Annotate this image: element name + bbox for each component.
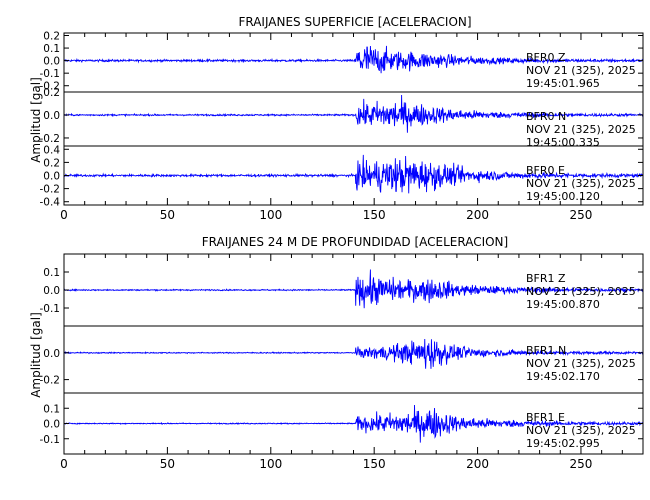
station-component-label: BFR0 E: [526, 164, 565, 177]
time-label: 19:45:00.120: [526, 190, 600, 203]
y-tick-label: 0.4: [43, 144, 60, 156]
station-component-label: BFR0 Z: [526, 51, 566, 64]
top-y-axis-label: Amplitud [gal]: [29, 77, 43, 163]
time-label: 19:45:00.335: [526, 136, 600, 149]
x-tick-label: 250: [570, 457, 593, 471]
y-tick-label: -0.2: [40, 184, 61, 196]
y-tick-label: -0.1: [40, 434, 61, 446]
station-component-label: BFR1 N: [526, 344, 566, 357]
x-tick-label: 150: [363, 457, 386, 471]
waveform-c0-bfr0-e: [63, 154, 644, 194]
waveform-c1-bfr1-e: [63, 404, 644, 443]
y-tick-label: 0.0: [43, 419, 60, 431]
date-label: NOV 21 (325), 2025: [526, 357, 636, 370]
x-tick-label: 50: [160, 457, 175, 471]
waveform-c1-bfr1-z: [63, 269, 644, 309]
y-tick-label: 0.1: [43, 267, 60, 279]
y-tick-label: -0.4: [40, 197, 61, 209]
bottom-chart-title: FRAIJANES 24 M DE PROFUNDIDAD [ACELERACI…: [202, 235, 508, 249]
y-tick-label: 0.0: [43, 348, 60, 360]
y-tick-label: -0.1: [40, 68, 61, 80]
y-tick-label: 0.0: [43, 171, 60, 183]
y-tick-label: 0.0: [43, 56, 60, 68]
x-tick-label: 0: [60, 457, 68, 471]
waveform-c0-bfr0-n: [63, 94, 644, 133]
y-tick-label: 0.0: [43, 285, 60, 297]
bottom-y-axis-label: Amplitud [gal]: [29, 312, 43, 398]
x-tick-label: 100: [259, 208, 282, 222]
time-label: 19:45:01.965: [526, 77, 600, 90]
x-tick-label: 150: [363, 208, 386, 222]
y-tick-label: 0.1: [43, 43, 60, 55]
station-component-label: BFR1 Z: [526, 272, 566, 285]
x-tick-label: 0: [60, 208, 68, 222]
station-component-label: BFR0 N: [526, 110, 566, 123]
y-tick-label: 0.2: [43, 157, 60, 169]
station-component-label: BFR1 E: [526, 411, 565, 424]
date-label: NOV 21 (325), 2025: [526, 285, 636, 298]
y-tick-label: -0.2: [40, 81, 61, 93]
time-label: 19:45:02.170: [526, 370, 600, 383]
y-tick-label: 0.2: [43, 87, 60, 99]
waveform-c0-bfr0-z: [63, 45, 644, 74]
top-chart-title: FRAIJANES SUPERFICIE [ACELERACION]: [238, 15, 471, 29]
y-tick-label: 0.0: [43, 110, 60, 122]
y-tick-label: 0.1: [43, 403, 60, 415]
date-label: NOV 21 (325), 2025: [526, 424, 636, 437]
waveform-c1-bfr1-n: [63, 338, 644, 369]
y-tick-label: -0.2: [40, 375, 61, 387]
date-label: NOV 21 (325), 2025: [526, 123, 636, 136]
y-tick-label: -0.1: [40, 303, 61, 315]
y-tick-label: 0.2: [43, 31, 60, 43]
x-tick-label: 200: [466, 457, 489, 471]
date-label: NOV 21 (325), 2025: [526, 64, 636, 77]
x-tick-label: 100: [259, 457, 282, 471]
x-tick-label: 50: [160, 208, 175, 222]
x-tick-label: 200: [466, 208, 489, 222]
y-tick-label: -0.2: [40, 133, 61, 145]
time-label: 19:45:02.995: [526, 437, 600, 450]
date-label: NOV 21 (325), 2025: [526, 177, 636, 190]
time-label: 19:45:00.870: [526, 298, 600, 311]
x-tick-label: 250: [570, 208, 593, 222]
